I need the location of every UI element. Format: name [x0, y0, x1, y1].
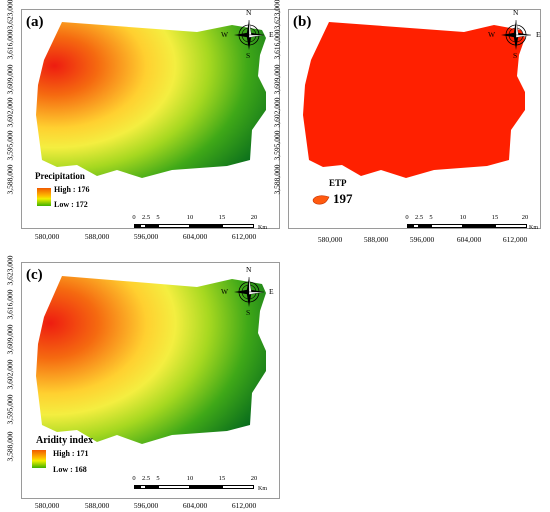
etp-region	[303, 22, 525, 178]
x-tick: 580,000	[34, 501, 60, 510]
x-tick: 580,000	[317, 235, 343, 244]
precipitation-region	[36, 22, 266, 178]
x-tick: 604,000	[182, 232, 208, 241]
y-tick: 3,588,000	[5, 431, 15, 462]
compass-e: E	[269, 287, 274, 296]
legend-value: 197	[333, 191, 353, 206]
x-tick: 612,000	[502, 235, 528, 244]
x-tick: 588,000	[84, 232, 110, 241]
aridity-index-map	[36, 276, 266, 444]
y-tick: 3,588,000	[272, 164, 282, 195]
legend-title: Aridity index	[36, 435, 93, 446]
legend-title: Precipitation	[35, 171, 85, 181]
etp-map	[303, 22, 525, 178]
compass-w: W	[221, 30, 229, 39]
x-tick: 612,000	[231, 501, 257, 510]
compass-n: N	[246, 265, 252, 274]
compass-e: E	[536, 30, 541, 39]
x-tick: 588,000	[363, 235, 389, 244]
scale-bar: 0 2.5 5 10 15 20 Km	[132, 475, 267, 492]
x-tick: 596,000	[133, 501, 159, 510]
x-tick: 604,000	[182, 501, 208, 510]
legend-color-ramp	[37, 188, 51, 206]
panel-label: (a)	[26, 14, 44, 30]
compass-s: S	[513, 51, 518, 60]
legend-swatch-icon	[312, 195, 330, 205]
x-tick: 596,000	[409, 235, 435, 244]
compass-s: S	[246, 51, 251, 60]
legend-high: High : 176	[54, 185, 90, 194]
compass-w: W	[488, 30, 496, 39]
precipitation-map	[36, 22, 266, 178]
compass-s: S	[246, 308, 251, 317]
x-tick: 580,000	[34, 232, 60, 241]
legend-title: ETP	[329, 178, 347, 188]
x-tick: 604,000	[456, 235, 482, 244]
compass-e: E	[269, 30, 274, 39]
compass-n: N	[513, 8, 519, 17]
legend-color-ramp	[32, 450, 46, 468]
x-tick: 596,000	[133, 232, 159, 241]
compass-rose-icon: N S W E	[488, 8, 541, 60]
compass-rose-icon: N S W E	[221, 8, 274, 60]
x-tick: 588,000	[84, 501, 110, 510]
compass-n: N	[246, 8, 252, 17]
legend-high: High : 171	[53, 449, 89, 458]
compass-w: W	[221, 287, 229, 296]
compass-rose-icon: N S W E	[221, 265, 274, 317]
panel-label: (b)	[293, 14, 312, 30]
panel-aridity-index: (c) N S W E Aridity index High : 171 Low…	[21, 262, 280, 499]
legend-low: Low : 168	[53, 465, 87, 474]
panel-etp: (b) N S W E ETP 197 0 2.5 5 10 15 20 Km	[288, 8, 541, 231]
scale-bar: 0 2.5 5 10 15 20 Km	[132, 214, 267, 231]
panel-label: (c)	[26, 267, 43, 283]
panel-precipitation: (a) N S W E Precipitation High : 176 Low…	[21, 8, 280, 231]
x-tick: 612,000	[231, 232, 257, 241]
scale-bar: 0 2.5 5 10 15 20 Km	[405, 214, 538, 231]
aridity-index-region	[36, 276, 266, 444]
legend-low: Low : 172	[54, 200, 88, 209]
y-tick: 3,588,000	[5, 164, 15, 195]
